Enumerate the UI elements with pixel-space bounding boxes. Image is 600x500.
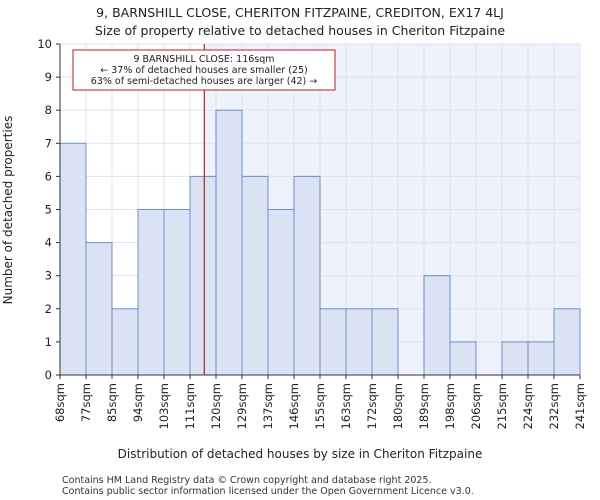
y-tick-label: 9: [45, 70, 52, 84]
annotation-line: 63% of semi-detached houses are larger (…: [91, 76, 318, 87]
x-tick-label: 241sqm: [573, 383, 587, 429]
x-tick-label: 77sqm: [79, 383, 93, 422]
y-tick-label: 0: [45, 368, 52, 382]
bar: [293, 175, 321, 376]
y-tick-label: 8: [45, 103, 52, 117]
chart-title: 9, BARNSHILL CLOSE, CHERITON FITZPAINE, …: [96, 5, 504, 20]
bar: [267, 209, 295, 376]
y-axis-label: Number of detached properties: [1, 116, 15, 305]
chart-subtitle: Size of property relative to detached ho…: [95, 23, 506, 38]
footer-line-1: Contains HM Land Registry data © Crown c…: [62, 475, 432, 486]
x-tick-label: 206sqm: [469, 383, 483, 429]
x-tick-label: 172sqm: [365, 383, 379, 429]
x-tick-label: 180sqm: [391, 383, 405, 429]
bar: [423, 275, 451, 376]
annotation-line: ← 37% of detached houses are smaller (25…: [100, 65, 307, 76]
bar: [215, 109, 243, 376]
x-tick-label: 129sqm: [235, 383, 249, 429]
plot-area: 0 1 2 3 4 5 6 7 8 9 10 68sqm 77sqm 85sqm 94sqm 103sqm 11…: [37, 37, 587, 429]
x-tick-label: 155sqm: [313, 383, 327, 429]
x-tick-label: 120sqm: [209, 383, 223, 429]
x-tick-label: 85sqm: [105, 383, 119, 422]
x-tick-label: 94sqm: [131, 383, 145, 422]
x-tick-label: 103sqm: [157, 383, 171, 429]
bar: [189, 175, 217, 376]
footer-line-2: Contains public sector information licen…: [62, 486, 474, 497]
annotation-line: 9 BARNSHILL CLOSE: 116sqm: [133, 54, 274, 65]
bar: [527, 341, 555, 376]
y-tick-label: 5: [45, 203, 52, 217]
bar: [111, 308, 139, 376]
y-tick-label: 7: [45, 136, 52, 150]
x-tick-label: 198sqm: [443, 383, 457, 429]
bar: [449, 341, 477, 376]
bar: [59, 142, 87, 376]
x-tick-label: 224sqm: [521, 383, 535, 429]
y-tick-label: 10: [37, 37, 52, 51]
y-tick-label: 4: [45, 236, 52, 250]
bar: [241, 175, 269, 376]
y-tick-label: 3: [45, 269, 52, 283]
bar: [553, 308, 581, 376]
y-tick-label: 6: [45, 169, 52, 183]
bar: [163, 209, 191, 376]
bar: [501, 341, 529, 376]
bar: [137, 209, 165, 376]
x-axis-label: Distribution of detached houses by size …: [118, 447, 483, 461]
y-tick-label: 1: [45, 335, 52, 349]
x-tick-label: 232sqm: [547, 383, 561, 429]
x-tick-label: 137sqm: [261, 383, 275, 429]
bar: [85, 242, 113, 376]
x-tick-label: 146sqm: [287, 383, 301, 429]
bar: [345, 308, 373, 376]
y-tick-label: 2: [45, 302, 52, 316]
x-tick-label: 163sqm: [339, 383, 353, 429]
annotation-box: [72, 49, 336, 91]
x-tick-label: 68sqm: [53, 383, 67, 422]
x-tick-label: 215sqm: [495, 383, 509, 429]
x-tick-label: 111sqm: [183, 383, 197, 429]
bar: [371, 308, 399, 376]
x-tick-label: 189sqm: [417, 383, 431, 429]
bar: [319, 308, 347, 376]
